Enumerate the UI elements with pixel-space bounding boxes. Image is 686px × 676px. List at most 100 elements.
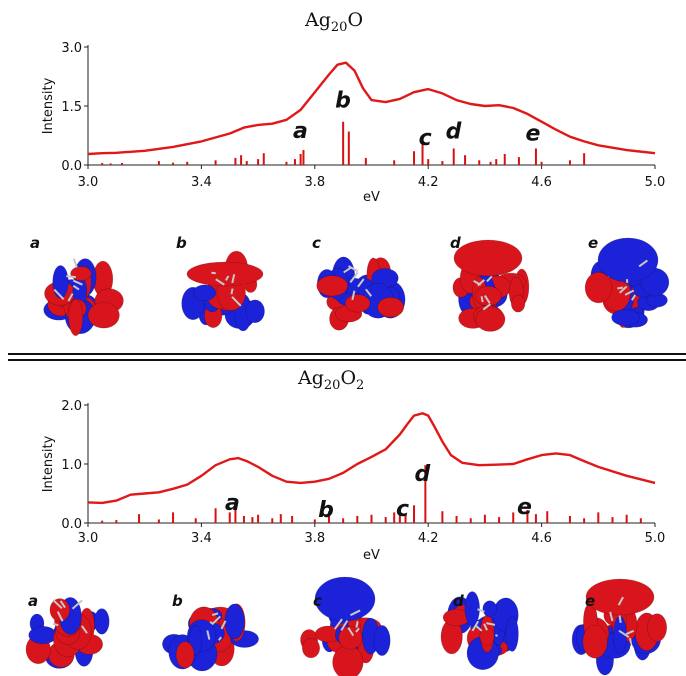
blue-lobe <box>373 625 391 656</box>
y-tick-label: 0.0 <box>61 517 82 532</box>
chart2-plot: 0.0 1.0 2.0 3.0 3.4 3.8 4.2 4.6 5.0 eV Intensity a b… <box>41 399 665 563</box>
cluster-bond <box>631 294 636 301</box>
orbital-label-d: d <box>450 234 461 252</box>
red-lobe <box>175 641 195 669</box>
cluster-bond <box>365 288 373 297</box>
peak-label-b: b <box>335 89 351 114</box>
peak-label-e: e <box>525 121 540 146</box>
red-lobe <box>316 275 349 297</box>
orbital-label-a: a <box>28 592 38 610</box>
red-lobe <box>510 294 526 313</box>
red-lobe <box>585 578 655 616</box>
x-tick-label: 3.8 <box>304 531 325 546</box>
orbital-label-e: e <box>588 234 598 252</box>
x-tick-label: 3.4 <box>191 175 212 190</box>
blue-lobe <box>28 626 58 645</box>
red-lobe <box>474 285 502 306</box>
blue-lobe <box>505 616 519 652</box>
peak-label-b: b <box>318 498 334 523</box>
cluster-bond <box>484 295 491 304</box>
orbital-isosurface <box>316 256 406 331</box>
red-lobe <box>68 298 84 336</box>
cluster-bond <box>333 618 343 630</box>
blue-lobe <box>597 237 659 283</box>
cluster-bond <box>349 271 359 283</box>
orbital-isosurface <box>452 239 530 332</box>
x-tick-label: 5.0 <box>645 531 666 546</box>
orbital-label-b: b <box>176 234 187 252</box>
x-tick-label: 3.8 <box>304 175 325 190</box>
y-tick-label: 2.0 <box>61 399 82 414</box>
x-tick-label: 3.0 <box>78 175 99 190</box>
peak-label-a: a <box>293 119 308 144</box>
orbital-isosurface <box>43 258 124 336</box>
cluster-bond <box>66 275 76 279</box>
cluster-bond <box>215 278 225 286</box>
red-lobe <box>301 637 320 659</box>
blue-lobe <box>611 309 640 326</box>
peak-label-d: d <box>446 119 462 144</box>
blue-lobe <box>482 600 498 618</box>
cluster-bond <box>59 600 66 609</box>
x-tick-label: 4.6 <box>531 175 552 190</box>
orbital-label-c: c <box>313 592 322 610</box>
x-tick-label: 4.2 <box>418 531 439 546</box>
cluster-bond <box>477 279 486 287</box>
y-tick-label: 0.0 <box>61 159 82 174</box>
cluster-bond <box>357 278 365 288</box>
chart1-plot: 0.0 1.5 3.0 3.0 3.4 3.8 4.2 4.6 5.0 eV Intensity a b… <box>41 41 665 205</box>
cluster-bond <box>225 275 230 281</box>
cluster-bond <box>480 296 484 303</box>
red-lobe <box>332 645 364 676</box>
orbital-label-d: d <box>453 592 464 610</box>
cluster-bond <box>482 303 492 311</box>
cluster-bond <box>471 620 480 632</box>
cluster-bond <box>72 258 78 268</box>
cluster-bond <box>206 630 211 640</box>
y-tick-label: 3.0 <box>61 41 82 56</box>
cluster-bond <box>81 625 88 634</box>
peak-label-a: a <box>225 491 240 516</box>
cluster-bond <box>231 296 242 307</box>
cluster-bond <box>72 279 83 286</box>
cluster-bond <box>486 622 496 626</box>
y-axis-label: Intensity <box>41 77 56 134</box>
blue-lobe <box>192 284 217 301</box>
red-lobe <box>584 272 613 304</box>
blue-lobe <box>52 265 69 299</box>
cluster-bond <box>218 636 222 641</box>
orbital-isosurface <box>25 597 110 669</box>
peak-label-c: c <box>419 126 432 151</box>
cluster-bond <box>638 259 648 268</box>
cluster-bond <box>618 285 628 294</box>
cluster-bond <box>347 627 355 637</box>
cluster-bond <box>355 621 359 628</box>
cluster-bond <box>56 611 64 622</box>
y-axis-label: Intensity <box>41 435 56 492</box>
orbital-label-b: b <box>172 592 183 610</box>
spectrum-curve <box>87 61 656 156</box>
red-lobe <box>344 294 371 313</box>
cluster-bond <box>52 622 59 627</box>
red-lobe <box>377 297 405 318</box>
cluster-bond <box>220 620 227 630</box>
spectrum-curve <box>87 412 656 505</box>
chart2-title: Ag20O2 <box>297 367 364 393</box>
cluster-bond <box>211 612 219 616</box>
x-axis-label: eV <box>363 190 380 205</box>
orbital-row-2: a b c d e <box>25 576 668 676</box>
blue-lobe <box>245 299 265 323</box>
orbital-isosurface <box>440 591 519 671</box>
x-tick-label: 5.0 <box>645 175 666 190</box>
cluster-bond <box>340 620 349 631</box>
chart1-title: Ag20O <box>304 9 363 35</box>
cluster-bond <box>343 266 352 274</box>
x-tick-label: 4.6 <box>531 531 552 546</box>
peak-label-c: c <box>396 497 409 522</box>
orbital-isosurface <box>181 250 265 332</box>
orbital-label-e: e <box>585 592 595 610</box>
y-tick-label: 1.0 <box>61 458 82 473</box>
red-lobe <box>70 266 92 281</box>
orbital-isosurface <box>162 603 259 672</box>
